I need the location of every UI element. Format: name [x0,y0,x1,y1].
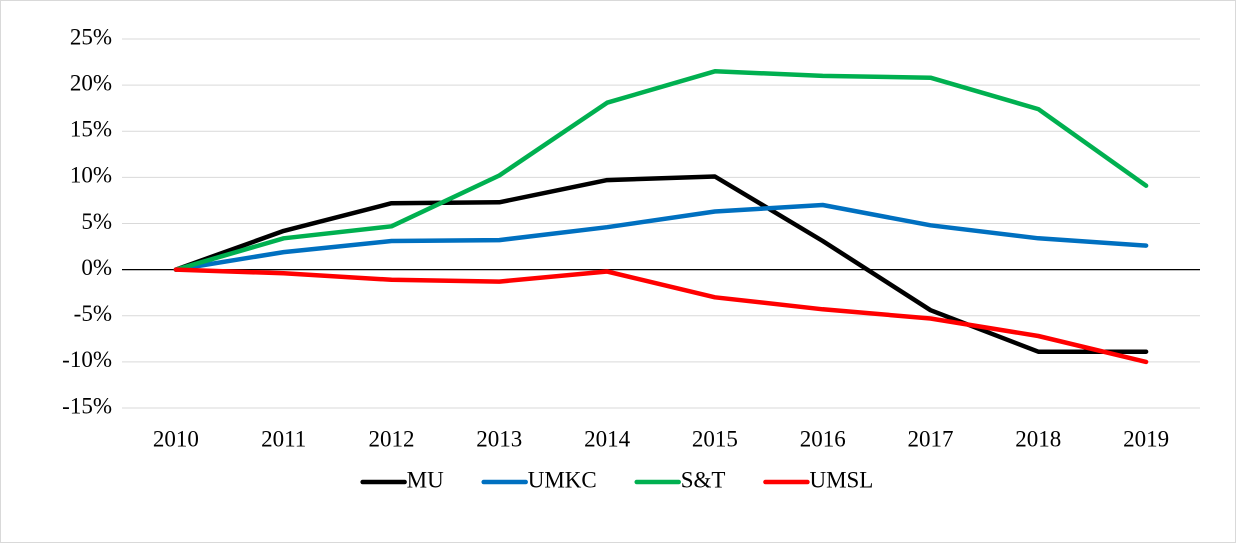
legend-label: MU [407,467,444,492]
x-tick-label: 2017 [908,426,954,451]
legend-label: UMKC [528,467,597,492]
series-line [173,202,1149,272]
y-tick-label: -5% [74,301,112,326]
x-tick-label: 2012 [369,426,415,451]
y-tick-label: 20% [70,70,112,95]
x-tick-label: 2013 [476,426,522,451]
series-line [173,174,1149,354]
x-tick-label: 2018 [1015,426,1061,451]
y-tick-label: 25% [70,24,112,49]
x-tick-label: 2015 [692,426,738,451]
x-tick-label: 2014 [584,426,631,451]
legend-label: S&T [681,467,726,492]
y-tick-label: -10% [62,347,112,372]
x-tick-label: 2011 [261,426,306,451]
x-tick-label: 2010 [153,426,199,451]
legend-label: UMSL [809,467,873,492]
series-line [173,267,1149,365]
x-tick-label: 2019 [1123,426,1169,451]
y-tick-label: 0% [81,255,112,280]
y-tick-label: 10% [70,163,112,188]
series-line [173,69,1149,272]
y-tick-label: 15% [70,117,112,142]
y-tick-label: 5% [81,209,112,234]
x-tick-label: 2016 [800,426,846,451]
y-tick-label: -15% [62,393,112,418]
